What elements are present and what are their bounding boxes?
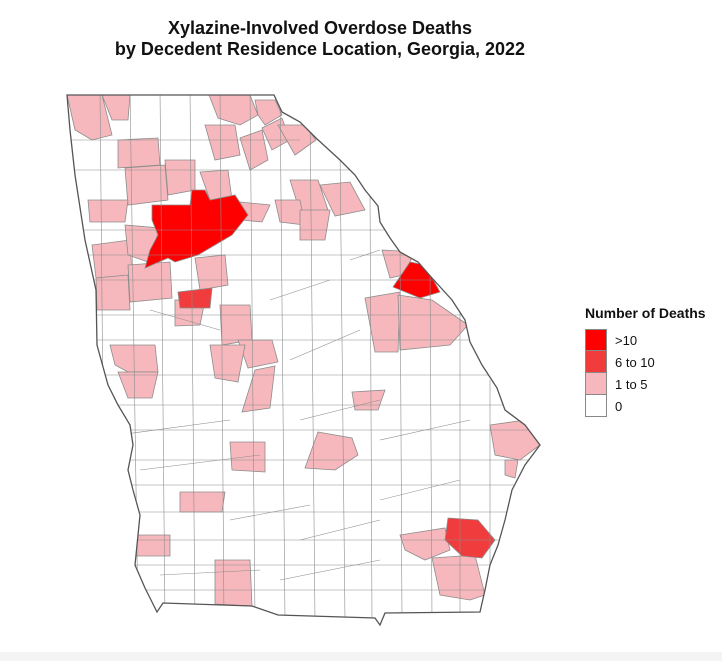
- counties-6-to-10: [177, 287, 496, 559]
- county-southeast-2: [431, 554, 486, 601]
- legend-item-zero: 0: [585, 395, 706, 417]
- county-central-1: [219, 304, 253, 346]
- county-northeast-2: [319, 181, 366, 217]
- legend-label-6-to-10: 6 to 10: [615, 354, 655, 370]
- county-east-3: [397, 294, 469, 351]
- bottom-strip: [0, 652, 722, 661]
- legend-title: Number of Deaths: [585, 305, 706, 321]
- county-boundaries: [67, 95, 540, 621]
- legend-item-1-to-5: 1 to 5: [585, 373, 706, 395]
- legend-label-zero: 0: [615, 398, 623, 414]
- legend-swatch-6-to-10: [585, 351, 607, 373]
- title-line-1: Xylazine-Involved Overdose Deaths: [167, 18, 473, 38]
- county-west-7: [127, 261, 173, 303]
- counties-1-to-5: [67, 95, 540, 607]
- county-south-border: [214, 559, 253, 607]
- legend-item-over-10: >10: [585, 329, 706, 351]
- legend-swatch-over-10: [585, 329, 607, 351]
- county-fills: [67, 95, 540, 607]
- legend-swatch-1-to-5: [585, 373, 607, 395]
- county-southwest-1: [179, 491, 226, 513]
- county-central-3: [209, 344, 246, 383]
- county-north-1: [101, 95, 131, 121]
- county-west-9: [117, 371, 159, 399]
- county-west-1: [124, 164, 169, 206]
- legend-swatch-zero: [585, 395, 607, 417]
- county-southwest-central: [229, 441, 266, 473]
- county-north-2: [208, 95, 259, 126]
- legend-label-over-10: >10: [615, 332, 638, 348]
- legend-item-6-to-10: 6 to 10: [585, 351, 706, 373]
- county-metro-south-1: [194, 254, 229, 291]
- county-metro-atlanta: [144, 189, 249, 269]
- county-west-3: [87, 199, 129, 223]
- legend-label-1-to-5: 1 to 5: [615, 376, 648, 392]
- county-west-4: [91, 239, 133, 279]
- county-northeast-4: [299, 209, 331, 241]
- title-line-2: by Decedent Residence Location, Georgia,…: [114, 39, 526, 59]
- county-north-3: [254, 99, 283, 126]
- county-south-central: [304, 431, 359, 471]
- county-northwest-corner: [67, 95, 113, 141]
- county-east-2: [364, 291, 401, 353]
- county-6to10-west: [177, 287, 213, 309]
- map-legend: Number of Deaths >10 6 to 10 1 to 5 0: [585, 305, 706, 417]
- county-southeast-1: [399, 527, 451, 561]
- map-title: Xylazine-Involved Overdose Deaths by Dec…: [0, 18, 640, 60]
- county-central-4: [241, 365, 276, 413]
- county-northwest-2: [117, 137, 161, 169]
- county-north-4: [204, 124, 241, 161]
